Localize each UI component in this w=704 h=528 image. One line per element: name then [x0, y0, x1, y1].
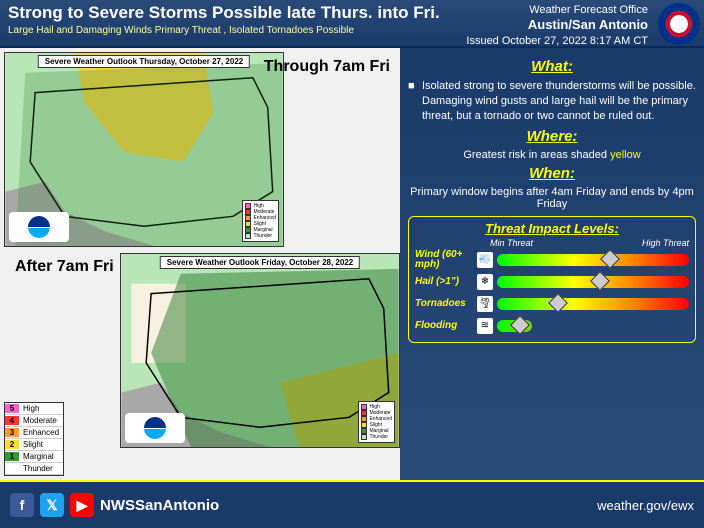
- footer-url[interactable]: weather.gov/ewx: [597, 498, 694, 513]
- office-line2: Austin/San Antonio: [466, 17, 648, 34]
- noaa-badge-icon: [9, 212, 69, 242]
- map2-title: Severe Weather Outlook Friday, October 2…: [160, 256, 360, 269]
- map1-title: Severe Weather Outlook Thursday, October…: [38, 55, 250, 68]
- social-handle: NWSSanAntonio: [100, 497, 219, 514]
- map2-mini-legend: High Moderate Enhanced Slight Marginal T…: [358, 401, 395, 443]
- threat-header: Min ThreatHigh Threat: [415, 238, 689, 248]
- main-title: Strong to Severe Storms Possible late Th…: [8, 3, 466, 23]
- where-heading: Where:: [408, 128, 696, 145]
- nws-logo-icon: [658, 3, 700, 45]
- issued-time: Issued October 27, 2022 8:17 AM CT: [466, 34, 648, 48]
- spc-category-legend: 5High4Moderate3Enhanced2Slight1MarginalT…: [4, 402, 64, 476]
- time-label-1: Through 7am Fri: [264, 58, 390, 76]
- when-text: Primary window begins after 4am Friday a…: [408, 186, 696, 210]
- main-content: Severe Weather Outlook Thursday, October…: [0, 48, 704, 480]
- map-friday: Severe Weather Outlook Friday, October 2…: [120, 253, 400, 448]
- twitter-icon[interactable]: 𝕏: [40, 493, 64, 517]
- map-thursday: Severe Weather Outlook Thursday, October…: [4, 52, 284, 247]
- maps-panel: Severe Weather Outlook Thursday, October…: [0, 48, 400, 480]
- header: Strong to Severe Storms Possible late Th…: [0, 0, 704, 48]
- threat-title: Threat Impact Levels:: [415, 221, 689, 236]
- social-bar: f 𝕏 ▶ NWSSanAntonio: [10, 493, 219, 517]
- noaa-badge2-icon: [125, 413, 185, 443]
- office-line1: Weather Forecast Office: [466, 3, 648, 17]
- facebook-icon[interactable]: f: [10, 493, 34, 517]
- threat-panel: Threat Impact Levels: Min ThreatHigh Thr…: [408, 216, 696, 343]
- youtube-icon[interactable]: ▶: [70, 493, 94, 517]
- info-panel: What: Isolated strong to severe thunders…: [400, 48, 704, 480]
- map1-mini-legend: High Moderate Enhanced Slight Marginal T…: [242, 200, 279, 242]
- what-heading: What:: [408, 58, 696, 75]
- what-text: Isolated strong to severe thunderstorms …: [408, 79, 696, 124]
- threat-row: Wind (60+ mph)💨: [415, 250, 689, 270]
- footer: f 𝕏 ▶ NWSSanAntonio weather.gov/ewx: [0, 480, 704, 528]
- subtitle: Large Hail and Damaging Winds Primary Th…: [8, 25, 466, 36]
- threat-row: Tornadoes🌪: [415, 294, 689, 314]
- when-heading: When:: [408, 165, 696, 182]
- threat-row: Flooding≋: [415, 316, 689, 336]
- where-text: Greatest risk in areas shaded yellow: [408, 149, 696, 161]
- time-label-2: After 7am Fri: [15, 258, 114, 276]
- threat-row: Hail (>1")❄: [415, 272, 689, 292]
